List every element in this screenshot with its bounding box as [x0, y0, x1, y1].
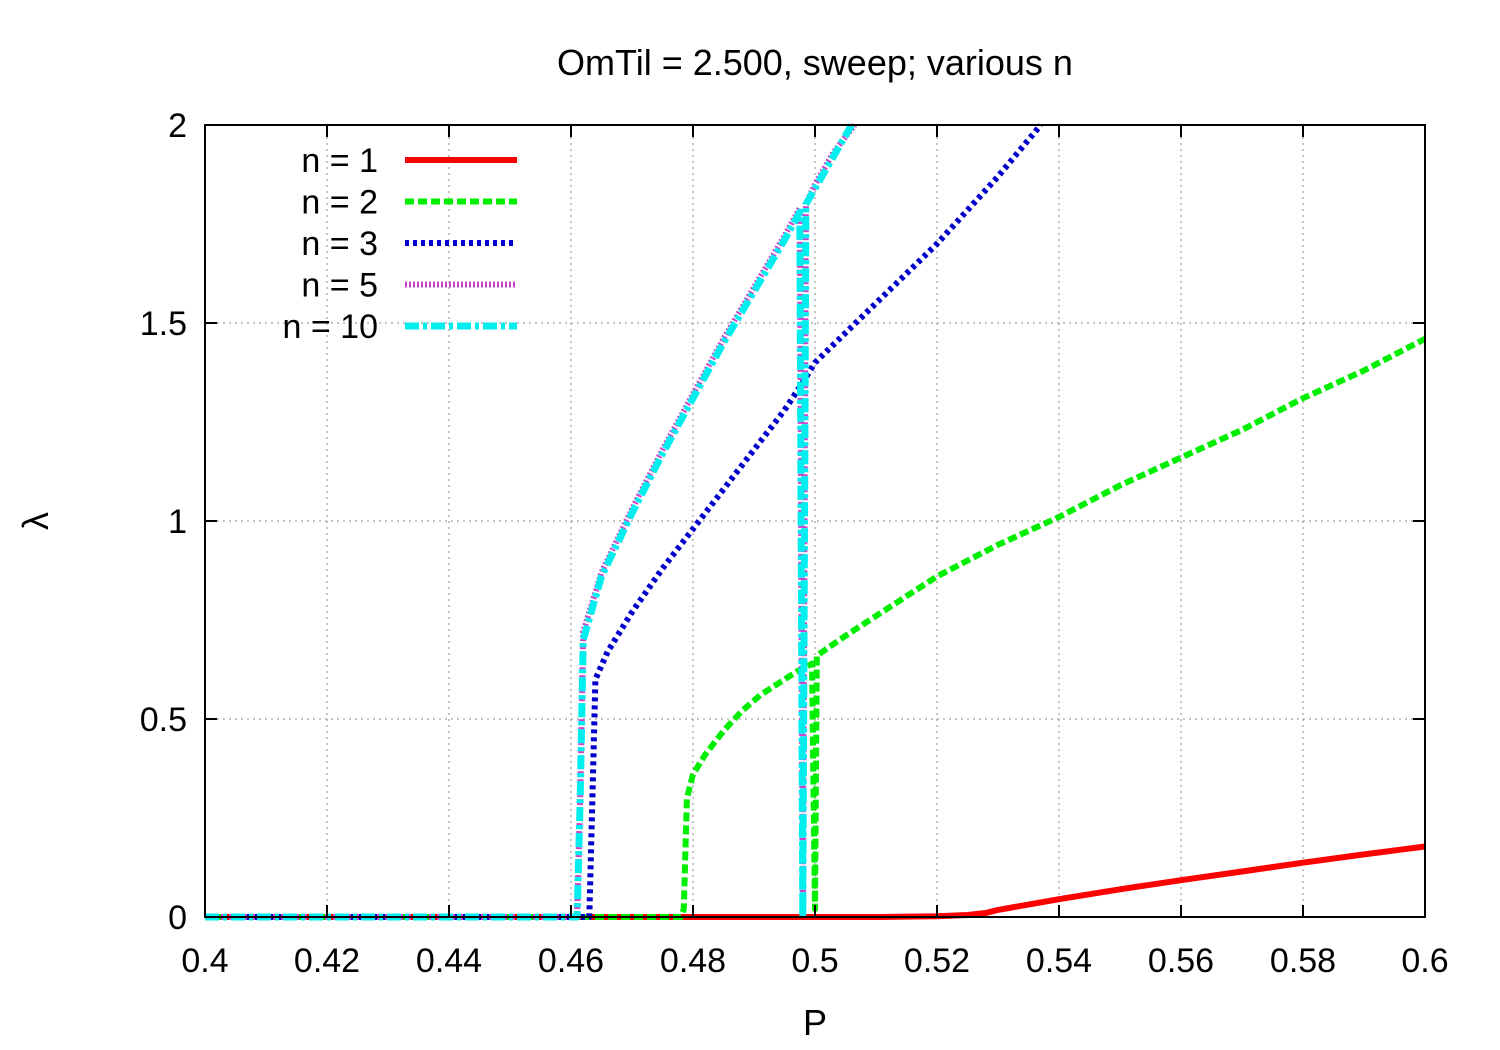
legend-label: n = 10 — [283, 308, 378, 346]
series-line-5 — [205, 123, 855, 921]
x-tick-label: 0.48 — [660, 942, 726, 980]
x-tick-label: 0.46 — [538, 942, 604, 980]
legend-label: n = 5 — [301, 267, 378, 305]
x-tick-label: 0.6 — [1401, 942, 1448, 980]
legend-label: n = 3 — [301, 225, 378, 263]
y-tick-label: 0.5 — [140, 701, 187, 739]
x-tick-label: 0.5 — [791, 942, 838, 980]
series-line-3 — [205, 123, 1044, 920]
grid — [205, 125, 1425, 917]
x-tick-label: 0.56 — [1148, 942, 1214, 980]
y-tick-label: 2 — [168, 107, 187, 145]
x-tick-label: 0.44 — [416, 942, 482, 980]
axis-ticks — [204, 124, 1426, 918]
chart-title: OmTil = 2.500, sweep; various n — [557, 42, 1073, 83]
x-tick-label: 0.4 — [181, 942, 228, 980]
y-tick-label: 0 — [168, 899, 187, 937]
x-tick-label: 0.58 — [1270, 942, 1336, 980]
y-axis-label: λ — [15, 512, 56, 530]
y-tick-label: 1.5 — [140, 305, 187, 343]
x-tick-label: 0.42 — [294, 942, 360, 980]
y-tick-label: 1 — [168, 503, 187, 541]
x-tick-label: 0.52 — [904, 942, 970, 980]
legend-label: n = 2 — [301, 184, 378, 222]
legend-label: n = 1 — [301, 142, 378, 180]
x-axis-label: P — [803, 1002, 827, 1043]
y-tick-labels: 0 0.5 1 1.5 2 — [140, 107, 187, 937]
x-tick-label: 0.54 — [1026, 942, 1092, 980]
legend: n = 1 n = 2n = 3 n = 5n = 10 — [283, 142, 517, 346]
x-tick-labels: 0.4 0.42 0.44 0.46 0.48 0.5 0.52 0.54 0.56 0.58 0.… — [181, 942, 1448, 980]
